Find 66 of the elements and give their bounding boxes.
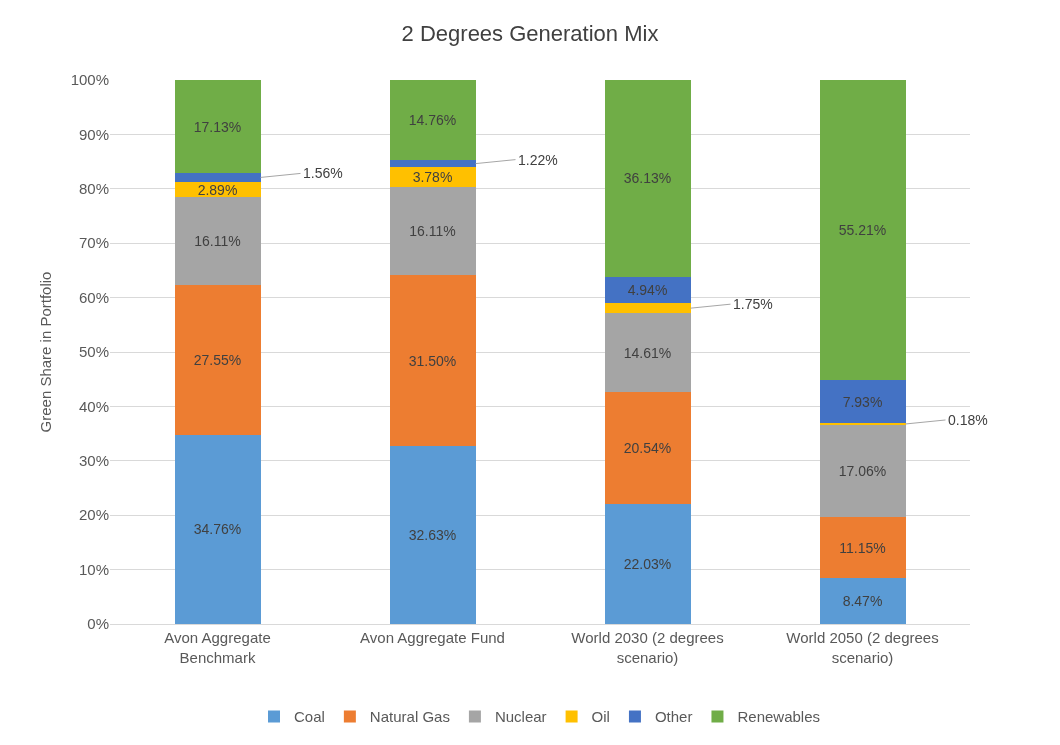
data-label: 17.06%	[838, 462, 887, 479]
y-tick-label: 0%	[87, 615, 109, 633]
bar	[389, 187, 476, 276]
data-label: 7.93%	[842, 393, 883, 410]
bar	[604, 303, 691, 313]
legend-label: Coal	[294, 708, 325, 726]
y-tick-label: 100%	[70, 71, 109, 89]
data-label: 2.89%	[197, 181, 238, 198]
data-label: 14.61%	[623, 344, 672, 361]
x-tick-label: Avon Aggregate Benchmark	[164, 629, 271, 666]
data-label: 3.78%	[412, 169, 453, 186]
x-tick-label: World 2050 (2 degrees scenario)	[786, 629, 939, 666]
data-label: 17.13%	[193, 118, 242, 135]
legend-label: Natural Gas	[369, 708, 450, 726]
data-label: 16.11%	[194, 233, 241, 250]
y-axis-title: Green Share in Portfolio	[36, 271, 54, 433]
chart-title: 2 Degrees Generation Mix	[401, 21, 659, 47]
data-label: 16.11%	[409, 223, 456, 240]
bar	[389, 160, 476, 167]
y-tick-label: 20%	[78, 506, 109, 524]
y-tick-label: 50%	[78, 343, 109, 361]
bar	[819, 80, 906, 381]
bar	[174, 285, 261, 435]
data-label: 32.63%	[408, 527, 457, 544]
data-label: 20.54%	[623, 440, 672, 457]
data-label: 0.18%	[948, 412, 988, 428]
bar	[174, 80, 261, 174]
legend-label: Oil	[591, 708, 610, 726]
data-label: 1.56%	[303, 165, 343, 181]
data-label: 8.47%	[842, 592, 883, 609]
y-tick-label: 40%	[78, 397, 109, 415]
data-label: 1.22%	[518, 152, 558, 168]
bar	[174, 173, 261, 182]
legend-label: Renewables	[737, 708, 821, 726]
data-label: 31.50%	[408, 352, 457, 369]
bar	[389, 80, 476, 161]
y-tick-label: 80%	[78, 180, 109, 198]
data-label: 22.03%	[623, 556, 672, 573]
bar	[389, 446, 476, 624]
bar	[604, 392, 691, 505]
data-label: 34.76%	[193, 521, 242, 538]
legend-label: Nuclear	[494, 708, 547, 726]
y-tick-label: 70%	[78, 234, 109, 252]
bar	[819, 577, 906, 624]
y-tick-label: 30%	[78, 452, 109, 470]
y-tick-label: 90%	[78, 125, 109, 143]
bar	[389, 275, 476, 447]
x-tick-label: Avon Aggregate Fund	[360, 629, 505, 646]
bar	[174, 434, 261, 624]
bar	[174, 197, 261, 286]
data-label: 27.55%	[193, 351, 242, 368]
data-label: 36.13%	[623, 170, 672, 187]
data-label: 11.15%	[839, 539, 886, 556]
bar	[604, 80, 691, 277]
x-tick-label: World 2030 (2 degrees scenario)	[571, 629, 724, 666]
data-label: 4.94%	[627, 281, 668, 298]
legend-label: Other	[654, 708, 693, 726]
y-tick-label: 60%	[78, 288, 109, 306]
bar	[604, 504, 691, 624]
bar	[604, 312, 691, 393]
bar	[819, 380, 906, 424]
y-tick-label: 10%	[78, 560, 109, 578]
data-label: 55.21%	[838, 222, 887, 239]
data-label: 14.76%	[408, 112, 457, 129]
data-label: 1.75%	[733, 296, 773, 312]
bar	[819, 517, 906, 578]
